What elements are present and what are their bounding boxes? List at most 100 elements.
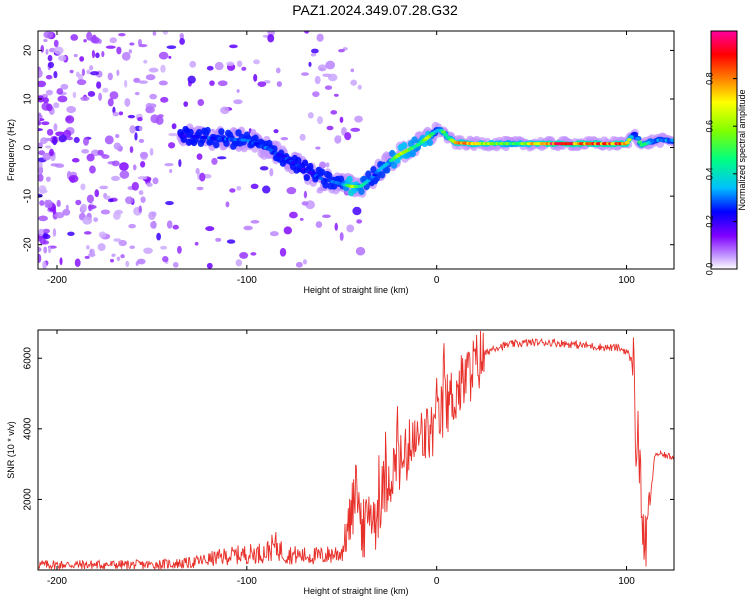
heatmap-cell — [223, 139, 230, 147]
heatmap-cell — [53, 102, 60, 109]
heatmap-cell — [109, 37, 118, 44]
heatmap-cell — [125, 260, 130, 267]
heatmap-cell — [195, 129, 203, 137]
heatmap-cell — [149, 147, 154, 156]
heatmap-cell — [339, 116, 344, 123]
heatmap-cell — [38, 128, 43, 132]
chart-title: PAZ1.2024.349.07.28.G32 — [292, 2, 458, 18]
heatmap-cell — [326, 125, 334, 131]
heatmap-cell — [324, 85, 333, 90]
heatmap-cell — [280, 137, 289, 141]
heatmap-cell — [257, 81, 267, 87]
heatmap-cell — [109, 258, 114, 263]
heatmap-cell — [352, 206, 362, 216]
heatmap-cell — [168, 55, 172, 59]
heatmap-cell — [80, 183, 86, 191]
heatmap-cell — [195, 167, 200, 175]
heatmap-cell — [127, 114, 136, 119]
heatmap-cell — [197, 99, 205, 107]
heatmap-cell — [56, 88, 64, 95]
heatmap-cell — [316, 33, 324, 42]
heatmap-cell — [97, 243, 106, 251]
heatmap-cell — [97, 149, 104, 156]
heatmap-cell — [150, 221, 157, 229]
heatmap-cell — [319, 67, 325, 71]
heatmap-cell — [88, 204, 97, 210]
heatmap-cell — [158, 80, 168, 86]
heatmap-cell — [250, 219, 260, 224]
heatmap-cell — [116, 69, 120, 76]
heatmap-cell — [354, 115, 363, 123]
heatmap-cell — [143, 247, 153, 254]
colorbar-gradient — [710, 30, 738, 270]
heatmap-cell — [53, 39, 59, 48]
heatmap-cell — [273, 129, 279, 134]
heatmap-cell — [333, 93, 339, 97]
heatmap-cell — [166, 45, 177, 49]
heatmap-cell — [38, 185, 47, 194]
heatmap-cell — [670, 138, 674, 142]
heatmap-cell — [38, 142, 43, 149]
x-tick-label: 0 — [434, 576, 440, 587]
heatmap-cell — [194, 241, 199, 246]
heatmap-cell — [339, 232, 344, 241]
y-tick-label: 10 — [23, 93, 34, 105]
heatmap-cell — [301, 159, 309, 167]
heatmap-cell — [118, 32, 126, 37]
heatmap-cell — [75, 199, 82, 206]
heatmap-cell — [350, 127, 361, 132]
heatmap-cell — [165, 200, 174, 206]
heatmap-cell — [42, 231, 48, 239]
heatmap-cell — [233, 99, 243, 105]
heatmap-cell — [56, 199, 61, 208]
x-tick-label: 100 — [618, 576, 635, 587]
heatmap-cell — [166, 220, 173, 229]
heatmap-cell — [124, 98, 131, 107]
heatmap-cell — [350, 79, 358, 86]
heatmap-cell — [138, 138, 145, 143]
heatmap-cell — [626, 138, 632, 142]
heatmap-cell — [304, 31, 310, 34]
heatmap-cell — [131, 181, 139, 191]
heatmap-cell — [74, 258, 81, 267]
heatmap-cell — [50, 163, 60, 167]
heatmap-cell — [118, 239, 127, 247]
heatmap-cell — [120, 254, 125, 259]
y-tick-label: 6000 — [23, 347, 34, 370]
heatmap-cell — [54, 46, 64, 55]
heatmap-cell — [138, 80, 148, 84]
heatmap-cell — [46, 103, 53, 112]
heatmap-cell — [226, 61, 235, 66]
heatmap-cell — [91, 49, 96, 59]
heatmap-cell — [69, 69, 74, 74]
heatmap-cell — [346, 224, 355, 233]
heatmap-cell — [94, 189, 100, 198]
heatmap-cell — [129, 125, 136, 134]
heatmap-cell — [45, 176, 51, 182]
heatmap-cell — [441, 130, 446, 134]
heatmap-cell — [253, 74, 258, 82]
heatmap-cell — [213, 141, 220, 149]
heatmap-cell — [187, 75, 196, 84]
y-axis-label: Frequency (Hz) — [6, 119, 16, 181]
heatmap-cell — [171, 123, 177, 130]
heatmap-cell — [101, 50, 105, 58]
heatmap-cell — [189, 60, 197, 68]
heatmap-cell — [338, 48, 345, 53]
heatmap-cell — [47, 61, 55, 69]
heatmap-cell — [129, 245, 136, 250]
heatmap-cell — [70, 34, 79, 41]
heatmap-cell — [325, 171, 333, 180]
heatmap-cell — [383, 166, 391, 174]
heatmap-cell — [307, 112, 314, 119]
heatmap-cell — [98, 231, 107, 239]
heatmap-cell — [179, 32, 184, 40]
heatmap-cell — [119, 170, 130, 179]
heatmap-cell — [276, 81, 282, 87]
heatmap-cell — [38, 150, 46, 156]
heatmap-cell — [162, 31, 169, 35]
plot-background — [38, 330, 674, 570]
heatmap-cell — [301, 201, 309, 206]
x-tick-label: -200 — [47, 576, 67, 587]
heatmap-cell — [211, 157, 218, 165]
